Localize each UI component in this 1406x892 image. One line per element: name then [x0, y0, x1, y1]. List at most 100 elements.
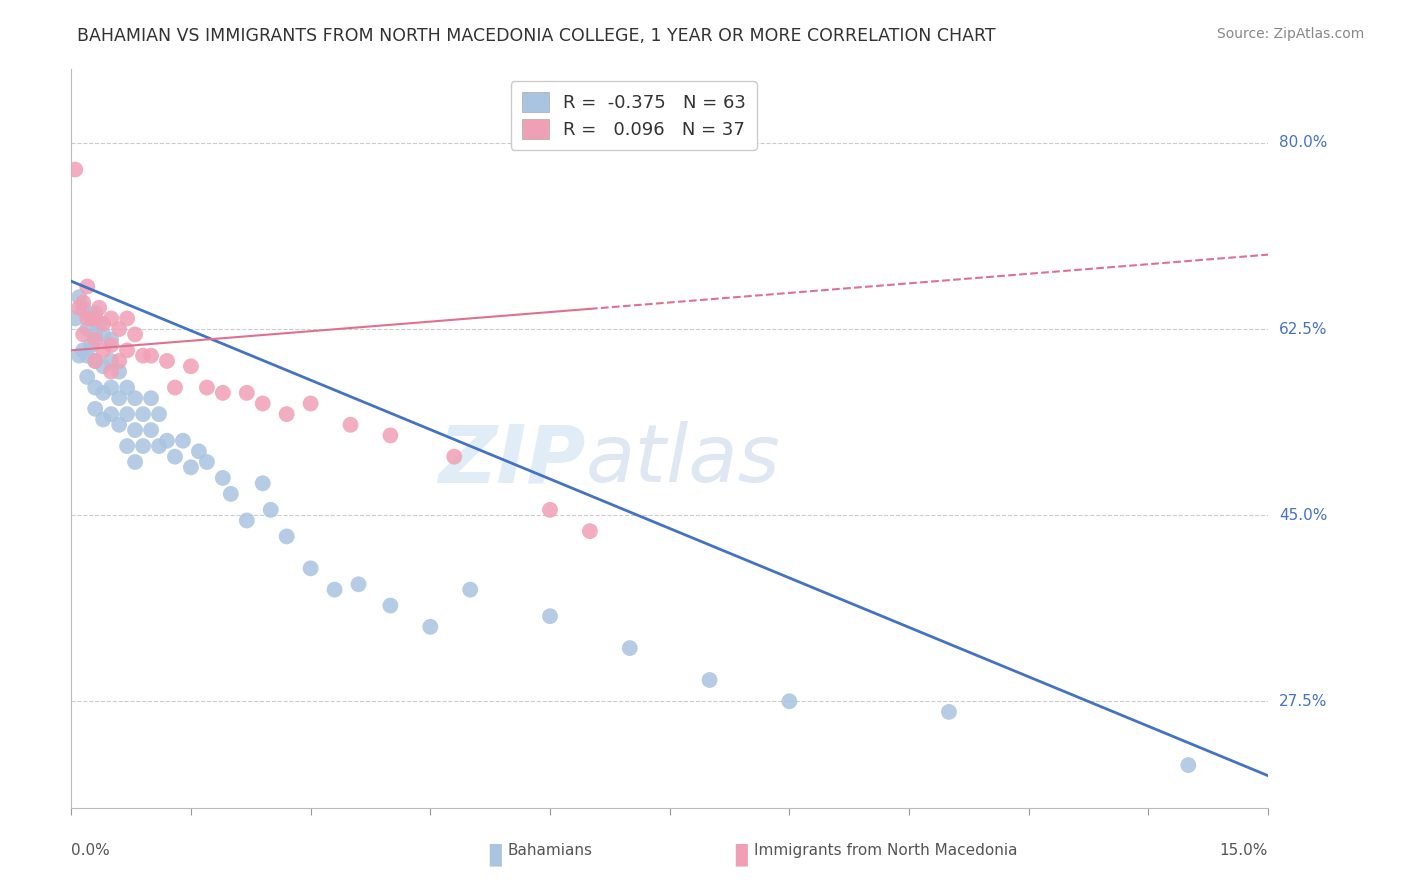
Point — [84, 333, 107, 347]
Point — [132, 407, 155, 421]
Point — [139, 391, 162, 405]
Point — [156, 434, 179, 448]
Point — [252, 476, 274, 491]
Point — [72, 327, 94, 342]
Point — [139, 423, 162, 437]
Point — [89, 317, 111, 331]
Point — [91, 412, 114, 426]
Text: 45.0%: 45.0% — [1279, 508, 1327, 523]
Point — [1177, 758, 1199, 772]
Point — [579, 524, 602, 538]
Point — [139, 349, 162, 363]
Point — [458, 582, 481, 597]
Point — [76, 370, 98, 384]
Point — [699, 673, 721, 687]
Point — [132, 439, 155, 453]
Point — [84, 327, 107, 342]
Point — [67, 349, 90, 363]
Point — [76, 349, 98, 363]
Text: 0.0%: 0.0% — [72, 843, 110, 858]
Point — [339, 417, 361, 432]
Point — [276, 529, 298, 543]
Legend: R =  -0.375   N = 63, R =   0.096   N = 37: R = -0.375 N = 63, R = 0.096 N = 37 — [510, 81, 756, 150]
Point — [89, 301, 111, 315]
Point — [100, 365, 122, 379]
Point — [172, 434, 194, 448]
Point — [163, 450, 186, 464]
Text: Immigrants from North Macedonia: Immigrants from North Macedonia — [754, 843, 1018, 858]
Point — [443, 450, 465, 464]
Point — [124, 327, 146, 342]
Point — [115, 439, 138, 453]
Point — [163, 380, 186, 394]
Point — [65, 311, 87, 326]
Point — [156, 354, 179, 368]
Point — [76, 279, 98, 293]
Point — [108, 354, 131, 368]
Point — [91, 359, 114, 374]
Point — [236, 385, 259, 400]
Point — [115, 380, 138, 394]
Text: atlas: atlas — [586, 421, 780, 500]
Point — [84, 401, 107, 416]
Text: 62.5%: 62.5% — [1279, 321, 1327, 336]
Point — [108, 417, 131, 432]
Point — [219, 487, 242, 501]
Point — [180, 460, 202, 475]
Point — [108, 365, 131, 379]
Point — [91, 343, 114, 358]
Point — [195, 455, 218, 469]
Text: Bahamians: Bahamians — [508, 843, 593, 858]
Point — [299, 396, 322, 410]
Point — [211, 471, 233, 485]
Point — [538, 503, 561, 517]
Text: █: █ — [735, 843, 747, 866]
Point — [67, 301, 90, 315]
Point — [91, 385, 114, 400]
Point — [380, 428, 402, 442]
Point — [100, 354, 122, 368]
Point — [72, 295, 94, 310]
Point — [148, 407, 170, 421]
Point — [67, 290, 90, 304]
Point — [276, 407, 298, 421]
Text: 80.0%: 80.0% — [1279, 136, 1327, 151]
Point — [260, 503, 283, 517]
Text: █: █ — [489, 843, 501, 866]
Point — [84, 380, 107, 394]
Point — [100, 311, 122, 326]
Point — [100, 407, 122, 421]
Point — [323, 582, 346, 597]
Point — [347, 577, 370, 591]
Point — [65, 162, 87, 177]
Point — [299, 561, 322, 575]
Point — [108, 322, 131, 336]
Point — [180, 359, 202, 374]
Point — [132, 349, 155, 363]
Point — [938, 705, 960, 719]
Text: 15.0%: 15.0% — [1220, 843, 1268, 858]
Point — [72, 301, 94, 315]
Point — [252, 396, 274, 410]
Point — [100, 380, 122, 394]
Point — [84, 311, 107, 326]
Point — [115, 407, 138, 421]
Point — [100, 338, 122, 352]
Point — [124, 391, 146, 405]
Point — [91, 317, 114, 331]
Point — [115, 311, 138, 326]
Point — [236, 514, 259, 528]
Point — [115, 343, 138, 358]
Point — [148, 439, 170, 453]
Point — [108, 391, 131, 405]
Text: BAHAMIAN VS IMMIGRANTS FROM NORTH MACEDONIA COLLEGE, 1 YEAR OR MORE CORRELATION : BAHAMIAN VS IMMIGRANTS FROM NORTH MACEDO… — [77, 27, 995, 45]
Point — [778, 694, 800, 708]
Text: Source: ZipAtlas.com: Source: ZipAtlas.com — [1216, 27, 1364, 41]
Point — [124, 455, 146, 469]
Point — [84, 354, 107, 368]
Point — [80, 338, 103, 352]
Point — [76, 311, 98, 326]
Point — [195, 380, 218, 394]
Point — [380, 599, 402, 613]
Point — [80, 311, 103, 326]
